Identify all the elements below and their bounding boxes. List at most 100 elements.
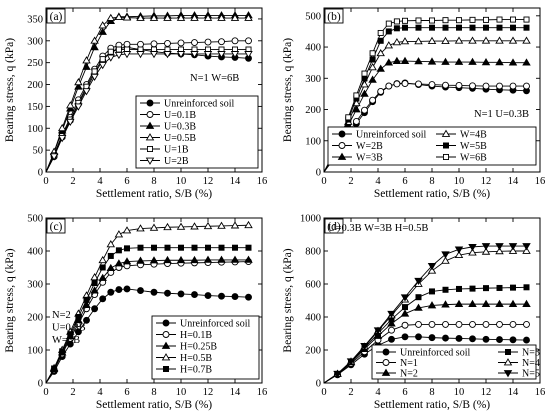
data-point [468,57,477,65]
data-point [82,88,91,96]
data-point [522,36,531,44]
x-axis-label: Settlement ratio, S/B (%) [374,188,490,200]
legend-item: H=0.25B [156,342,217,353]
x-tick-label: 8 [151,387,156,398]
legend-label: Unreinforced soil [180,319,250,330]
data-point [469,16,476,23]
x-tick-label: 4 [97,387,103,398]
data-point [137,287,144,295]
data-point [401,80,409,88]
data-point [107,48,114,55]
data-point [177,244,184,251]
data-point [392,56,402,64]
legend-label: Unreinforced soil [400,348,470,359]
legend-item: Unreinforced soil [140,99,234,110]
legend-label: H=0.25B [180,342,217,353]
data-point [427,266,437,274]
x-tick-label: 14 [230,176,241,187]
data-point [67,331,74,338]
data-point [442,320,449,328]
legend-label: H=0.7B [180,365,212,376]
data-point [481,36,491,44]
data-point [123,245,130,252]
data-point [231,293,239,300]
data-point [244,220,253,229]
data-point [176,13,186,21]
data-point [523,16,530,23]
legend-item: Unreinforced soil [332,130,426,141]
data-point [98,255,107,264]
panel-tag-box [324,218,344,234]
data-point [402,304,409,311]
data-point [245,244,252,251]
y-tick-label: 250 [27,58,43,69]
legend-label: N=3 [522,348,540,359]
y-axis-label: Bearing stress, q (kPa) [282,248,294,352]
data-point [82,56,91,64]
y-tick-label: 400 [305,43,321,54]
data-point [217,13,226,21]
data-point [428,320,436,328]
data-point [415,24,422,31]
data-point [204,292,212,299]
data-point [495,58,504,66]
data-point [508,58,518,66]
data-point [388,326,395,334]
data-point [454,299,464,307]
panel-tag-box [46,218,66,234]
data-point [177,290,185,298]
x-tick-label: 16 [535,176,546,187]
data-point [400,37,410,45]
data-point [245,37,252,45]
data-point [177,39,185,47]
data-point [483,24,490,31]
legend-marker [338,130,346,138]
data-point [176,222,186,230]
legend-marker [382,359,390,366]
x-axis-label: Settlement ratio, S/B (%) [374,399,490,411]
data-point [482,335,490,343]
series-6 [323,243,531,384]
y-tick-label: 400 [305,313,321,324]
data-point [203,255,213,263]
data-point [217,221,226,229]
data-point [368,63,377,71]
data-point [190,13,199,21]
y-tick-label: 1000 [300,214,321,225]
x-tick-label: 10 [176,176,187,187]
y-axis-label: Bearing stress, q (kPa) [4,248,16,352]
x-tick-label: 8 [151,176,156,187]
data-point [468,244,477,252]
data-point [483,16,490,23]
data-point [136,256,145,264]
x-tick-label: 16 [535,387,546,398]
x-tick-label: 2 [70,176,75,187]
y-tick-label: 200 [27,80,43,91]
data-point [495,246,504,255]
data-point [231,244,238,251]
data-point [509,82,517,90]
data-point [468,248,477,256]
x-tick-label: 12 [481,387,492,398]
legend-label: W=5B [460,141,487,152]
legend-marker [337,152,347,160]
data-point [468,36,477,44]
data-point [385,20,392,27]
data-point [508,299,518,307]
data-point [230,221,240,229]
data-point [384,58,394,66]
data-point [454,36,464,44]
legend-marker [381,368,391,376]
legend-marker [146,99,154,107]
x-tick-label: 8 [429,176,434,187]
data-point [387,310,396,319]
data-point [400,309,410,317]
data-point [164,289,171,297]
x-tick-label: 12 [203,387,214,398]
legend-marker [443,153,450,160]
data-point [164,244,171,251]
data-point [230,255,240,263]
data-point [508,36,518,44]
legend-item: W=2B [332,141,383,152]
data-point [496,82,503,90]
